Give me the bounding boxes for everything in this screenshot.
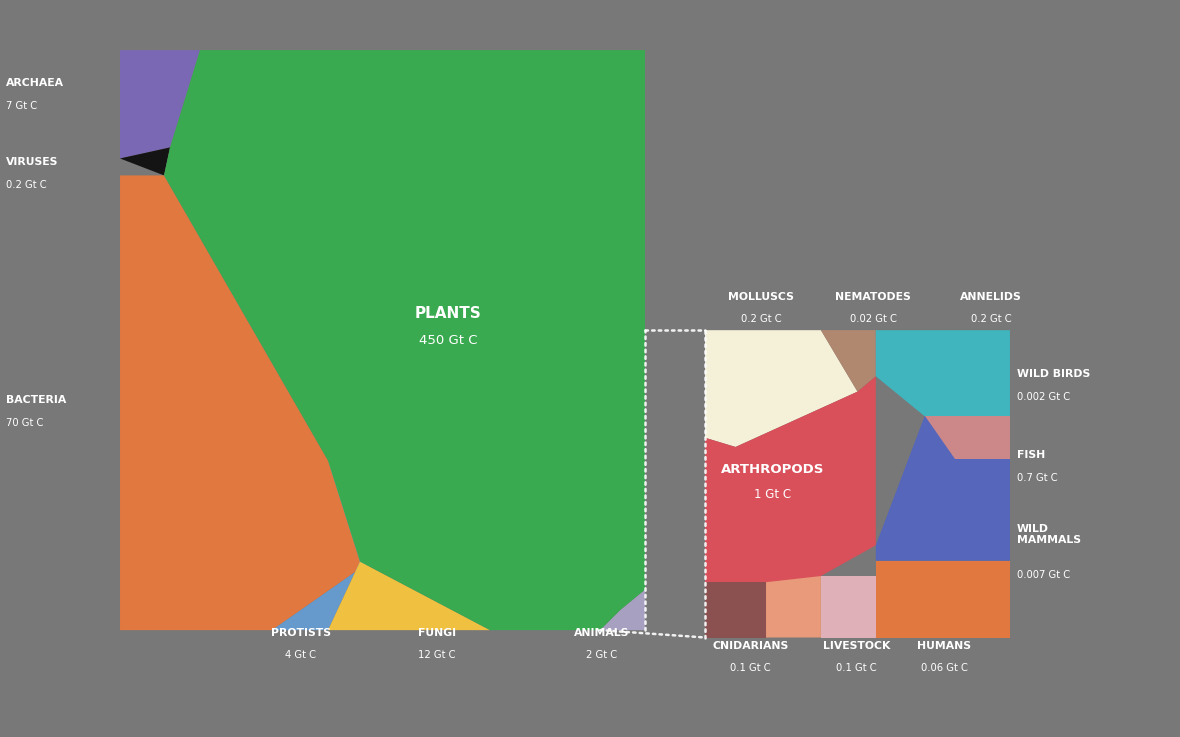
Polygon shape <box>706 377 876 638</box>
Polygon shape <box>120 50 201 158</box>
Text: 0.06 Gt C: 0.06 Gt C <box>920 663 968 673</box>
Text: 450 Gt C: 450 Gt C <box>419 334 478 347</box>
Text: LIVESTOCK: LIVESTOCK <box>822 640 891 651</box>
Text: 7 Gt C: 7 Gt C <box>6 101 37 111</box>
Polygon shape <box>706 582 766 638</box>
Text: MOLLUSCS: MOLLUSCS <box>728 292 794 302</box>
Polygon shape <box>120 175 371 630</box>
Text: ANIMALS: ANIMALS <box>575 628 629 638</box>
Text: WILD
MAMMALS: WILD MAMMALS <box>1017 524 1081 545</box>
Text: 0.1 Gt C: 0.1 Gt C <box>730 663 771 673</box>
Polygon shape <box>876 330 1010 416</box>
Text: BACTERIA: BACTERIA <box>6 394 66 405</box>
Polygon shape <box>599 590 645 630</box>
Text: 1 Gt C: 1 Gt C <box>754 489 791 501</box>
Text: VIRUSES: VIRUSES <box>6 156 58 167</box>
Text: FUNGI: FUNGI <box>418 628 455 638</box>
Text: 0.02 Gt C: 0.02 Gt C <box>850 314 897 324</box>
Text: 0.7 Gt C: 0.7 Gt C <box>1017 473 1057 483</box>
Text: HUMANS: HUMANS <box>917 640 971 651</box>
Text: PLANTS: PLANTS <box>415 306 481 321</box>
Polygon shape <box>164 50 645 630</box>
Text: WILD BIRDS: WILD BIRDS <box>1017 368 1090 379</box>
Polygon shape <box>925 416 1010 459</box>
Polygon shape <box>706 330 858 447</box>
Polygon shape <box>120 147 170 175</box>
Text: NEMATODES: NEMATODES <box>835 292 911 302</box>
Text: 0.1 Gt C: 0.1 Gt C <box>837 663 877 673</box>
Text: 0.2 Gt C: 0.2 Gt C <box>741 314 781 324</box>
Text: CNIDARIANS: CNIDARIANS <box>713 640 788 651</box>
Text: PROTISTS: PROTISTS <box>271 628 330 638</box>
Text: 0.2 Gt C: 0.2 Gt C <box>971 314 1011 324</box>
Polygon shape <box>876 416 1010 561</box>
Polygon shape <box>766 576 821 638</box>
Text: 0.002 Gt C: 0.002 Gt C <box>1017 392 1070 402</box>
Polygon shape <box>821 330 876 391</box>
Text: 4 Gt C: 4 Gt C <box>286 650 316 660</box>
Text: FISH: FISH <box>1017 450 1045 460</box>
Polygon shape <box>328 562 490 630</box>
Text: 70 Gt C: 70 Gt C <box>6 418 44 428</box>
Polygon shape <box>821 576 876 638</box>
Text: 2 Gt C: 2 Gt C <box>586 650 617 660</box>
Text: ARCHAEA: ARCHAEA <box>6 77 64 88</box>
Text: 12 Gt C: 12 Gt C <box>418 650 455 660</box>
Text: ANNELIDS: ANNELIDS <box>961 292 1022 302</box>
Text: ARTHROPODS: ARTHROPODS <box>721 463 824 475</box>
Text: 0.007 Gt C: 0.007 Gt C <box>1017 570 1070 581</box>
Polygon shape <box>876 561 1010 638</box>
Polygon shape <box>271 461 371 630</box>
Text: 0.2 Gt C: 0.2 Gt C <box>6 180 46 190</box>
